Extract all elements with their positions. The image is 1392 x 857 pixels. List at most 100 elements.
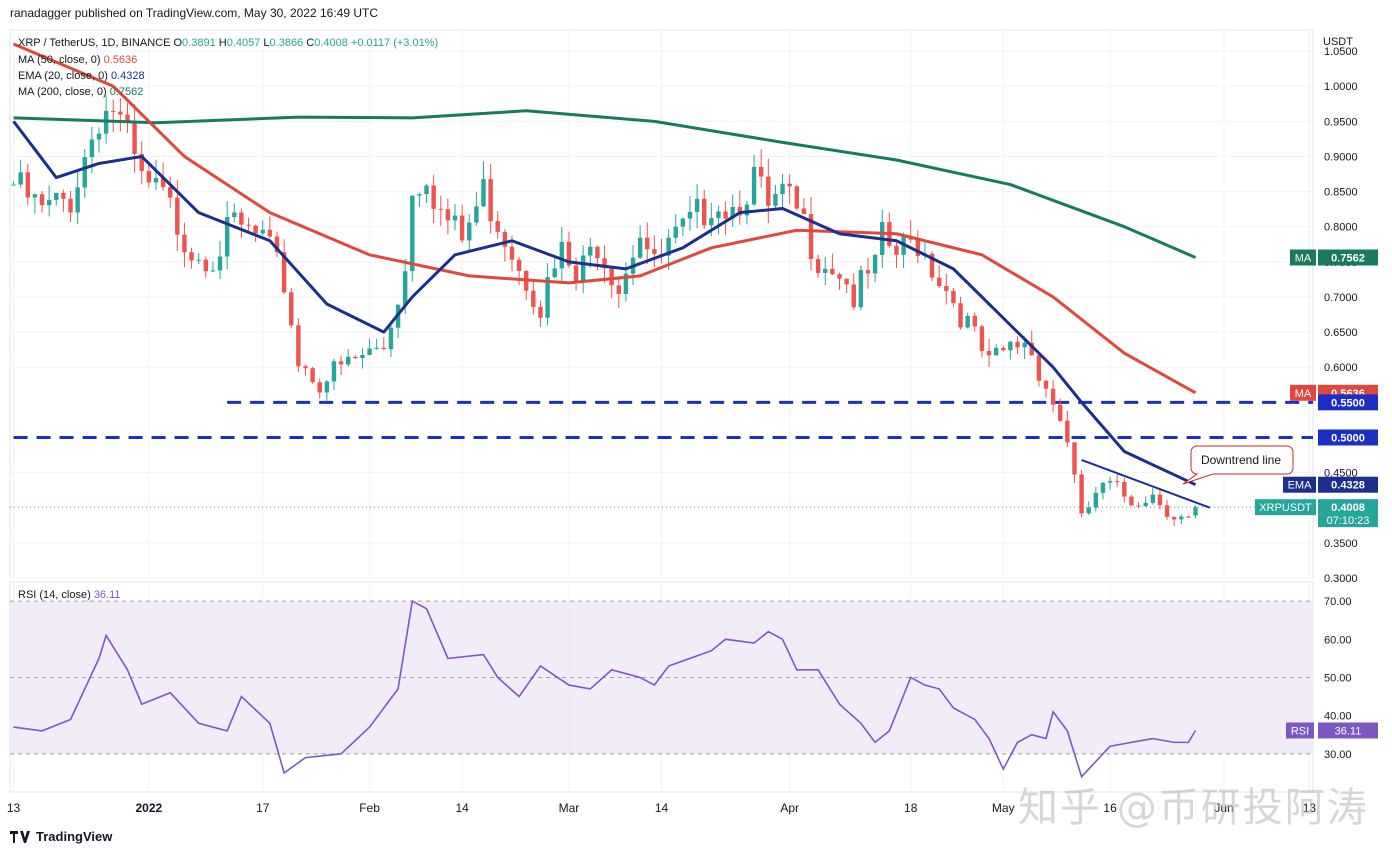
candle <box>303 364 308 376</box>
candle <box>1065 410 1070 448</box>
candle-body <box>623 273 629 294</box>
price-tick-label: 0.9000 <box>1324 151 1358 163</box>
candle <box>39 191 45 213</box>
price-tag-value-bg <box>1318 249 1378 266</box>
candle-body <box>1008 341 1013 351</box>
price-tag-name: MA <box>1295 252 1312 264</box>
candle <box>758 149 764 188</box>
candle-body <box>1079 474 1084 514</box>
price-tag-name: XRPUSDT <box>1259 502 1312 514</box>
candle-body <box>1157 494 1163 506</box>
candle-body <box>751 166 757 205</box>
price-tag-countdown: 07:10:23 <box>1327 515 1370 527</box>
candle <box>808 196 814 271</box>
candle-body <box>794 186 799 209</box>
candle <box>346 349 351 367</box>
candle <box>32 193 38 214</box>
candle-body <box>1171 516 1177 520</box>
candle <box>794 184 799 211</box>
candle-body <box>25 172 31 198</box>
legend-ohlc-label: O <box>173 37 182 49</box>
ema20-line <box>12 120 1197 487</box>
candle <box>1036 355 1042 387</box>
time-axis[interactable]: 13 2022 17 Feb 14 Mar 14 Apr 18 May 16 Jun 13 <box>7 801 1317 815</box>
legend-indicator: EMA (20, close, 0) 0.4328 <box>18 70 145 82</box>
candle-body <box>709 218 714 226</box>
candle-body <box>1086 507 1091 514</box>
candle <box>474 191 479 226</box>
price-tag-value: 0.7562 <box>1331 252 1365 264</box>
candle <box>823 256 828 286</box>
rsi-tick-label: 30.00 <box>1324 749 1352 761</box>
candle-body <box>431 185 436 209</box>
candle <box>1193 505 1198 519</box>
candle <box>844 278 849 293</box>
candle-body <box>716 211 721 219</box>
candle <box>716 205 721 235</box>
candle-body <box>1186 516 1191 518</box>
candle-body <box>338 361 344 365</box>
candle <box>1086 501 1091 515</box>
price-tick-label: 1.0000 <box>1324 81 1358 93</box>
candle-body <box>502 231 508 247</box>
candle-body <box>1036 355 1042 381</box>
candle <box>944 273 949 305</box>
candle <box>125 102 130 134</box>
candle <box>210 261 216 273</box>
candle <box>196 253 201 265</box>
rsi-tick-label: 70.00 <box>1324 596 1352 608</box>
candle <box>1136 501 1141 509</box>
candle <box>687 196 693 231</box>
candle <box>146 161 152 188</box>
candle <box>481 161 486 208</box>
candle-body <box>54 192 59 200</box>
candle <box>217 240 223 279</box>
candle-body <box>595 246 600 259</box>
candle <box>986 338 992 368</box>
candle-body <box>203 259 209 272</box>
candle-body <box>118 111 123 115</box>
candle-body <box>694 198 700 212</box>
candle-body <box>196 259 201 261</box>
candle <box>118 98 123 132</box>
candle-body <box>189 252 194 261</box>
candle <box>167 176 173 208</box>
candle <box>317 378 322 399</box>
candle-body <box>552 268 557 278</box>
candle-body <box>965 315 970 328</box>
candle-body <box>324 381 330 393</box>
candle <box>11 181 16 186</box>
candle-body <box>139 153 144 171</box>
tradingview-logo-icon <box>10 830 30 843</box>
candle-body <box>296 325 301 367</box>
candle-body <box>317 382 322 393</box>
candle <box>730 194 735 227</box>
price-tag-value: 0.5000 <box>1331 432 1365 444</box>
candle <box>54 192 59 206</box>
candle-body <box>837 274 842 279</box>
candle-body <box>467 222 472 241</box>
candle-body <box>951 290 956 304</box>
candle <box>1129 494 1134 506</box>
legend-ohlc-value: 0.3866 <box>270 37 307 49</box>
candle <box>1043 379 1049 398</box>
price-tick-label: 0.3500 <box>1324 538 1358 550</box>
candle <box>289 288 294 328</box>
candle-body <box>175 197 180 235</box>
candle <box>1171 516 1177 527</box>
legend-rsi: RSI (14, close) 36.11 <box>18 589 121 601</box>
candle-body <box>417 194 422 196</box>
candle <box>915 230 921 263</box>
price-tag-name-bg <box>1290 384 1316 401</box>
candle <box>993 344 999 356</box>
footer-brand[interactable]: TradingView <box>10 829 112 844</box>
candle <box>331 358 337 390</box>
ma50-line <box>12 42 1197 395</box>
candle <box>936 265 942 289</box>
candle-body <box>360 354 365 359</box>
candle-body <box>979 326 985 351</box>
candle <box>111 99 116 132</box>
candle <box>374 338 379 350</box>
candle <box>388 325 394 357</box>
